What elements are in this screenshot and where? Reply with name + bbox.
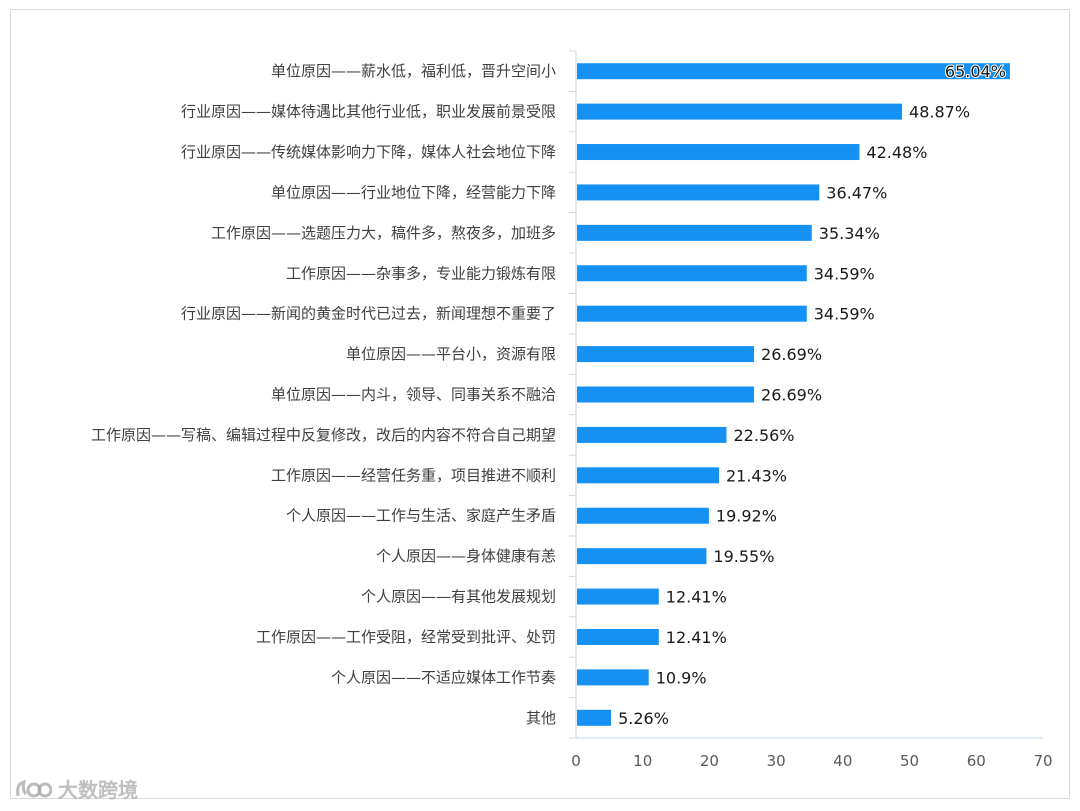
category-label: 工作原因——杂事多，专业能力锻炼有限 (286, 264, 556, 282)
value-label: 26.69% (761, 386, 822, 405)
chart-frame (10, 9, 1070, 799)
bar (577, 588, 659, 605)
category-label: 单位原因——薪水低，福利低，晋升空间小 (271, 62, 556, 80)
category-label: 单位原因——行业地位下降，经营能力下降 (271, 183, 556, 201)
value-label: 10.9% (656, 668, 707, 687)
category-label: 行业原因——传统媒体影响力下降，媒体人社会地位下降 (181, 143, 556, 161)
category-label: 工作原因——经营任务重，项目推进不顺利 (271, 466, 556, 484)
bar (577, 628, 659, 645)
bar (577, 467, 719, 484)
value-label: 48.87% (909, 103, 970, 122)
bar (577, 507, 709, 524)
watermark: 大数跨境 (14, 774, 138, 803)
category-label: 单位原因——内斗，领导、同事关系不融洽 (271, 386, 556, 404)
value-label: 36.47% (826, 183, 887, 202)
category-label: 工作原因——工作受阻，经常受到批评、处罚 (256, 628, 556, 646)
value-label: 12.41% (666, 588, 727, 607)
value-label: 26.69% (761, 345, 822, 364)
category-label: 工作原因——写稿、编辑过程中反复修改，改后的内容不符合自己期望 (91, 426, 556, 444)
bar (577, 63, 1010, 80)
bar (577, 144, 860, 161)
bar (577, 669, 649, 686)
watermark-text: 大数跨境 (58, 778, 138, 802)
value-label: 34.59% (814, 264, 875, 283)
x-tick-label: 50 (900, 752, 919, 770)
bar (577, 709, 612, 726)
value-label: 42.48% (866, 143, 927, 162)
bar (577, 103, 903, 120)
logo-icon (16, 779, 52, 797)
category-label: 个人原因——身体健康有恙 (376, 547, 556, 565)
bar (577, 426, 727, 443)
bar (577, 386, 755, 403)
x-tick-label: 40 (833, 752, 852, 770)
value-label: 21.43% (726, 466, 787, 485)
x-tick-label: 10 (633, 752, 652, 770)
x-tick-label: 70 (1033, 752, 1052, 770)
value-label: 19.55% (713, 547, 774, 566)
x-tick-label: 30 (767, 752, 786, 770)
bar (577, 346, 755, 363)
category-label: 个人原因——有其他发展规划 (361, 588, 556, 606)
value-label: 19.92% (716, 507, 777, 526)
x-tick-label: 60 (967, 752, 986, 770)
category-label: 单位原因——平台小，资源有限 (346, 345, 556, 363)
value-label: 22.56% (734, 426, 795, 445)
value-label: 5.26% (618, 709, 669, 728)
bar (577, 224, 812, 241)
x-tick-label: 20 (700, 752, 719, 770)
category-label: 个人原因——工作与生活、家庭产生矛盾 (286, 507, 556, 525)
bar (577, 184, 820, 201)
x-tick-label: 0 (571, 752, 581, 770)
value-label: 65.04% (945, 62, 1006, 81)
value-label: 34.59% (814, 305, 875, 324)
bar (577, 305, 807, 322)
value-label: 35.34% (819, 224, 880, 243)
category-label: 工作原因——选题压力大，稿件多，熬夜多，加班多 (211, 224, 556, 242)
category-label: 行业原因——新闻的黄金时代已过去，新闻理想不重要了 (181, 305, 556, 323)
category-label: 行业原因——媒体待遇比其他行业低，职业发展前景受限 (181, 103, 556, 121)
value-label: 12.41% (666, 628, 727, 647)
category-label: 其他 (526, 709, 556, 727)
bar (577, 265, 807, 282)
category-label: 个人原因——不适应媒体工作节奏 (331, 668, 556, 686)
bar (577, 548, 707, 565)
